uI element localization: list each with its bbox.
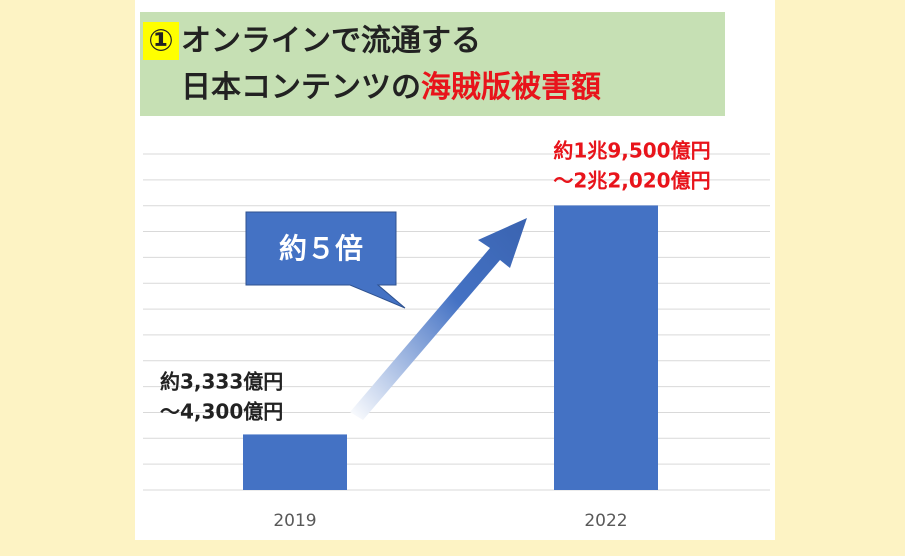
x-tick-label: 2019 xyxy=(273,511,316,531)
title-highlight: 海賊版被害額 xyxy=(421,70,601,105)
callout xyxy=(245,211,406,309)
bar xyxy=(554,205,658,491)
value-label: 約3,333億円 xyxy=(160,370,283,394)
title-marker: ① xyxy=(148,24,173,59)
title-marker-bg xyxy=(143,22,179,60)
x-tick-label: 2022 xyxy=(584,511,627,531)
bar xyxy=(243,434,347,490)
title-line: 日本コンテンツの海賊版被害額 xyxy=(181,70,601,105)
value-label: ～2兆2,020億円 xyxy=(553,169,710,193)
growth-arrow xyxy=(350,218,527,420)
value-label: ～4,300億円 xyxy=(160,400,283,424)
annotation: 約５倍 xyxy=(279,232,363,265)
value-label: 約1兆9,500億円 xyxy=(553,139,710,163)
bars xyxy=(243,205,658,491)
title-line: オンラインで流通する xyxy=(181,24,481,59)
title-box xyxy=(140,12,725,116)
title-text: 日本コンテンツの xyxy=(181,70,421,105)
